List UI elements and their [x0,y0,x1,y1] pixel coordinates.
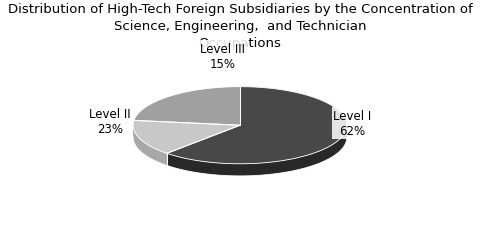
Polygon shape [133,121,240,154]
Text: Level II
23%: Level II 23% [89,107,131,135]
Polygon shape [167,126,347,176]
Text: Distribution of High-Tech Foreign Subsidiaries by the Concentration of
Science, : Distribution of High-Tech Foreign Subsid… [8,3,472,50]
Text: Level I
62%: Level I 62% [334,110,372,137]
Polygon shape [134,87,240,126]
Polygon shape [133,125,167,166]
Polygon shape [167,87,347,164]
Text: Level III
15%: Level III 15% [200,43,245,70]
